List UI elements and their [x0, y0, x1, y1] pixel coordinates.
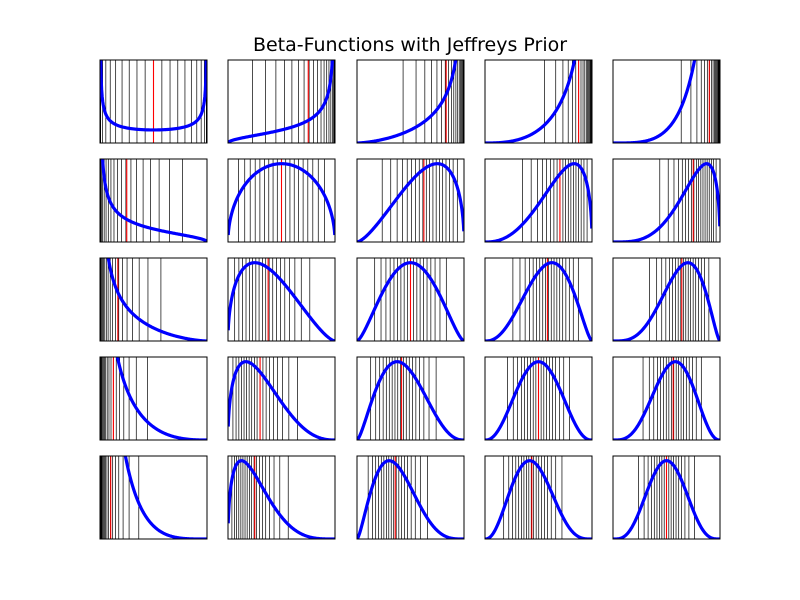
density-curve — [106, 258, 207, 341]
subplot-panel — [227, 356, 336, 441]
density-curve — [613, 459, 720, 539]
subplot-frame — [612, 356, 721, 441]
subplot-panel — [356, 356, 465, 441]
subplot-frame — [356, 257, 465, 342]
density-curve — [357, 162, 464, 242]
subplot-frame — [227, 158, 336, 243]
subplot-panel — [356, 257, 465, 342]
chart-title: Beta-Functions with Jeffreys Prior — [252, 34, 568, 56]
subplot-panel — [612, 59, 721, 144]
density-curve — [357, 360, 464, 440]
subplot-frame — [356, 158, 465, 243]
density-curve — [228, 459, 335, 539]
subplot-panel — [484, 158, 593, 243]
subplot-frame — [99, 158, 208, 243]
subplot-frame — [612, 455, 721, 540]
density-curve — [613, 261, 720, 341]
subplot-panel — [99, 455, 208, 540]
subplot-panel — [99, 257, 208, 342]
density-curve — [100, 159, 207, 242]
subplot-frame — [612, 59, 721, 144]
subplot-frame — [356, 356, 465, 441]
subplot-frame — [227, 59, 336, 144]
subplot-panel — [227, 158, 336, 243]
subplot-panel — [484, 59, 593, 144]
subplot-frame — [227, 455, 336, 540]
density-curve — [485, 162, 592, 242]
subplot-panel — [612, 455, 721, 540]
subplot-frame — [99, 455, 208, 540]
subplot-frame — [612, 158, 721, 243]
subplot-panel — [484, 257, 593, 342]
subplot-panel — [612, 158, 721, 243]
subplot-frame — [227, 356, 336, 441]
subplot-frame — [612, 257, 721, 342]
density-curve — [613, 360, 720, 440]
density-curve — [228, 162, 335, 236]
subplot-panel — [99, 356, 208, 441]
subplot-frame — [356, 455, 465, 540]
density-curve — [357, 459, 464, 539]
subplot-frame — [99, 257, 208, 342]
subplot-panel — [99, 59, 208, 144]
subplot-frame — [484, 158, 593, 243]
subplot-frame — [99, 356, 208, 441]
subplot-frame — [356, 59, 465, 144]
density-curve — [613, 60, 697, 143]
density-curve — [485, 261, 592, 341]
density-curve — [228, 261, 335, 341]
density-curve — [115, 357, 207, 440]
density-curve — [485, 459, 592, 539]
subplot-panel — [612, 356, 721, 441]
subplot-frame — [484, 356, 593, 441]
subplot-panel — [612, 257, 721, 342]
subplot-frame — [484, 59, 593, 144]
density-curve — [228, 60, 335, 143]
subplot-panel — [356, 455, 465, 540]
density-curve — [357, 60, 458, 143]
subplot-frame — [484, 257, 593, 342]
subplot-panel — [484, 455, 593, 540]
subplot-frame — [484, 455, 593, 540]
density-curve — [228, 360, 335, 440]
subplot-panel — [356, 158, 465, 243]
subplot-panel — [99, 158, 208, 243]
density-curve — [485, 60, 577, 143]
subplot-panel — [227, 59, 336, 144]
subplot-panel — [227, 455, 336, 540]
subplot-panel — [484, 356, 593, 441]
density-curve — [613, 162, 720, 242]
subplot-panel — [227, 257, 336, 342]
density-curve — [357, 261, 464, 341]
density-curve — [100, 60, 207, 132]
subplot-panel — [356, 59, 465, 144]
subplot-frame — [227, 257, 336, 342]
subplot-frame — [99, 59, 208, 144]
density-curve — [485, 360, 592, 440]
